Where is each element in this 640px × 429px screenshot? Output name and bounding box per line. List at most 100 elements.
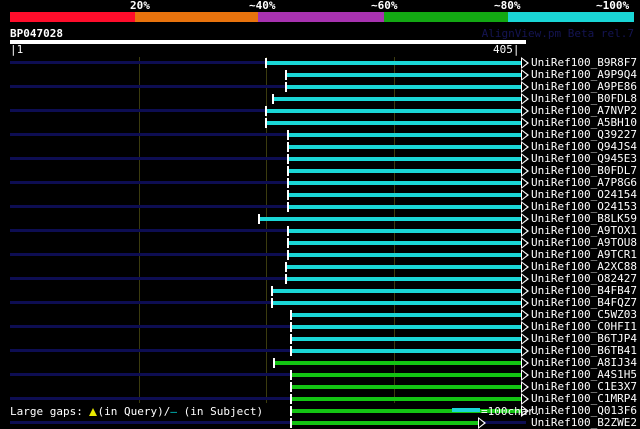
scale-bar-icon	[452, 408, 480, 412]
alignment-row[interactable]: UniRef100_A7P8G6	[0, 177, 640, 189]
alignment-row[interactable]: UniRef100_B4FB47	[0, 285, 640, 297]
alignment-bar[interactable]	[287, 205, 521, 209]
alignment-hit-label[interactable]: UniRef100_A4S1H5	[531, 368, 637, 381]
alignment-row[interactable]: UniRef100_O82427	[0, 273, 640, 285]
alignment-bar[interactable]	[290, 373, 521, 377]
alignment-bar[interactable]	[290, 325, 521, 329]
alignment-hit-label[interactable]: UniRef100_A7NVP2	[531, 104, 637, 117]
alignment-hit-label[interactable]: UniRef100_O24153	[531, 200, 637, 213]
alignment-arrow-inner	[522, 215, 527, 223]
alignment-row[interactable]: UniRef100_B4FQZ7	[0, 297, 640, 309]
alignment-hit-label[interactable]: UniRef100_A7P8G6	[531, 176, 637, 189]
alignment-hit-label[interactable]: UniRef100_B6TB41	[531, 344, 637, 357]
alignment-row[interactable]: UniRef100_Q013F6	[0, 405, 640, 417]
alignment-hit-label[interactable]: UniRef100_A9TCR1	[531, 248, 637, 261]
alignment-row[interactable]: UniRef100_B9R8F7	[0, 57, 640, 69]
alignment-bar[interactable]	[285, 265, 521, 269]
alignment-bar[interactable]	[285, 85, 521, 89]
alignment-row[interactable]: UniRef100_A9P9Q4	[0, 69, 640, 81]
alignment-hit-label[interactable]: UniRef100_Q013F6	[531, 404, 637, 417]
alignment-hit-label[interactable]: UniRef100_C1E3X7	[531, 380, 637, 393]
alignment-bar[interactable]	[265, 109, 521, 113]
alignment-row[interactable]: UniRef100_A9TOX1	[0, 225, 640, 237]
alignment-bar[interactable]	[287, 133, 521, 137]
alignment-row[interactable]: UniRef100_Q94JS4	[0, 141, 640, 153]
alignment-hit-label[interactable]: UniRef100_A9P9Q4	[531, 68, 637, 81]
alignment-row[interactable]: UniRef100_O24153	[0, 201, 640, 213]
large-gaps-legend: Large gaps: (in Query)/– (in Subject)	[10, 405, 263, 419]
alignment-hit-label[interactable]: UniRef100_Q94JS4	[531, 140, 637, 153]
alignment-hit-label[interactable]: UniRef100_A8IJ34	[531, 356, 637, 369]
alignment-row[interactable]: UniRef100_A2XC88	[0, 261, 640, 273]
identity-band-60	[258, 12, 384, 22]
alignment-bar[interactable]	[290, 421, 478, 425]
alignment-row[interactable]: UniRef100_A9TCR1	[0, 249, 640, 261]
alignment-row[interactable]: UniRef100_O24154	[0, 189, 640, 201]
alignment-bar[interactable]	[287, 229, 521, 233]
alignment-bar[interactable]	[287, 181, 521, 185]
alignment-row[interactable]: UniRef100_A9PE86	[0, 81, 640, 93]
alignment-bar[interactable]	[290, 397, 521, 401]
alignment-bar[interactable]	[287, 253, 521, 257]
alignment-row[interactable]: UniRef100_A4S1H5	[0, 369, 640, 381]
alignment-bar[interactable]	[287, 241, 521, 245]
alignment-hit-label[interactable]: UniRef100_A9PE86	[531, 80, 637, 93]
alignment-start-tick	[285, 82, 287, 92]
alignment-hit-label[interactable]: UniRef100_A9TOX1	[531, 224, 637, 237]
alignment-row[interactable]: UniRef100_B8LK59	[0, 213, 640, 225]
alignment-bar[interactable]	[287, 145, 521, 149]
alignment-row[interactable]: UniRef100_A8IJ34	[0, 357, 640, 369]
alignment-bar[interactable]	[287, 193, 521, 197]
alignment-hit-label[interactable]: UniRef100_B4FB47	[531, 284, 637, 297]
alignment-bar[interactable]	[290, 385, 521, 389]
alignment-bar[interactable]	[285, 277, 521, 281]
alignment-bar[interactable]	[290, 409, 521, 413]
alignment-row[interactable]: UniRef100_B6TB41	[0, 345, 640, 357]
alignment-bar[interactable]	[287, 169, 521, 173]
alignment-hit-label[interactable]: UniRef100_A2XC88	[531, 260, 637, 273]
alignment-hit-label[interactable]: UniRef100_Q39227	[531, 128, 637, 141]
alignment-hit-label[interactable]: UniRef100_Q945E3	[531, 152, 637, 165]
alignment-row[interactable]: UniRef100_C5WZ03	[0, 309, 640, 321]
alignment-row[interactable]: UniRef100_C1E3X7	[0, 381, 640, 393]
alignment-hit-label[interactable]: UniRef100_B9R8F7	[531, 56, 637, 69]
alignment-row[interactable]: UniRef100_Q39227	[0, 129, 640, 141]
alignment-bar[interactable]	[273, 361, 521, 365]
alignment-row[interactable]: UniRef100_A9TOU8	[0, 237, 640, 249]
alignment-row[interactable]: UniRef100_B0FDL8	[0, 93, 640, 105]
alignment-hit-label[interactable]: UniRef100_C5WZ03	[531, 308, 637, 321]
alignment-hit-label[interactable]: UniRef100_B0FDL7	[531, 164, 637, 177]
alignment-hit-label[interactable]: UniRef100_B0FDL8	[531, 92, 637, 105]
alignment-row[interactable]: UniRef100_B6TJP4	[0, 333, 640, 345]
alignment-hit-label[interactable]: UniRef100_A5BH10	[531, 116, 637, 129]
alignment-arrow-inner	[522, 263, 527, 271]
alignment-bar[interactable]	[285, 73, 521, 77]
alignment-row[interactable]: UniRef100_A7NVP2	[0, 105, 640, 117]
alignment-bar[interactable]	[290, 337, 521, 341]
alignment-bar[interactable]	[272, 97, 521, 101]
alignment-hit-label[interactable]: UniRef100_B4FQZ7	[531, 296, 637, 309]
alignment-start-tick	[287, 250, 289, 260]
alignment-hit-label[interactable]: UniRef100_C0HFI1	[531, 320, 637, 333]
alignment-row[interactable]: UniRef100_A5BH10	[0, 117, 640, 129]
alignment-row[interactable]: UniRef100_Q945E3	[0, 153, 640, 165]
alignment-arrow-inner	[522, 371, 527, 379]
alignment-bar[interactable]	[265, 61, 521, 65]
alignment-row[interactable]: UniRef100_C0HFI1	[0, 321, 640, 333]
alignment-bar[interactable]	[271, 301, 521, 305]
alignment-bar[interactable]	[290, 313, 521, 317]
alignment-hit-label[interactable]: UniRef100_B6TJP4	[531, 332, 637, 345]
alignment-bar[interactable]	[287, 157, 521, 161]
alignment-hit-label[interactable]: UniRef100_A9TOU8	[531, 236, 637, 249]
alignment-bar[interactable]	[290, 349, 521, 353]
alignment-hit-label[interactable]: UniRef100_O82427	[531, 272, 637, 285]
alignment-row[interactable]: UniRef100_B0FDL7	[0, 165, 640, 177]
alignment-hit-label[interactable]: UniRef100_B8LK59	[531, 212, 637, 225]
alignment-hit-label[interactable]: UniRef100_C1MRP4	[531, 392, 637, 405]
alignment-hit-label[interactable]: UniRef100_O24154	[531, 188, 637, 201]
alignment-bar[interactable]	[258, 217, 521, 221]
alignment-bar[interactable]	[265, 121, 521, 125]
alignment-row[interactable]: UniRef100_C1MRP4	[0, 393, 640, 405]
alignment-bar[interactable]	[271, 289, 521, 293]
alignment-arrow-inner	[522, 299, 527, 307]
